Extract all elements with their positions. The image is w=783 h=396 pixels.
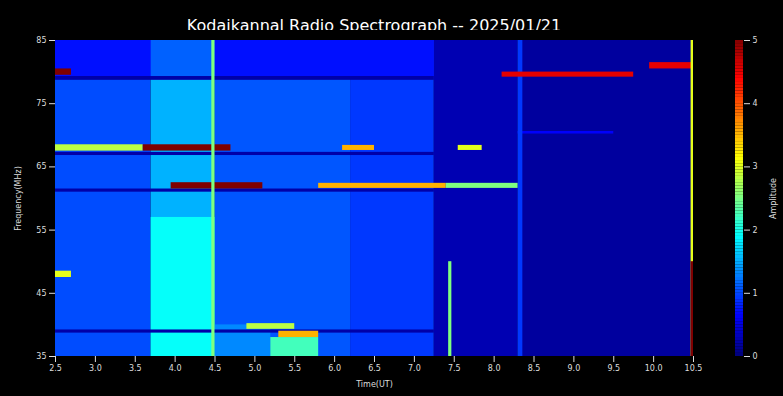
- svg-text:9.0: 9.0: [568, 364, 581, 373]
- svg-text:3: 3: [753, 162, 758, 171]
- svg-text:9.5: 9.5: [607, 364, 620, 373]
- svg-text:5: 5: [753, 36, 758, 45]
- svg-text:Time(UT): Time(UT): [355, 380, 393, 389]
- svg-text:35: 35: [36, 352, 46, 361]
- svg-text:5.5: 5.5: [288, 364, 301, 373]
- svg-text:65: 65: [36, 162, 46, 171]
- svg-text:45: 45: [36, 289, 46, 298]
- svg-text:1: 1: [753, 289, 758, 298]
- svg-text:75: 75: [36, 99, 46, 108]
- svg-text:3.0: 3.0: [89, 364, 102, 373]
- svg-text:55: 55: [36, 226, 46, 235]
- svg-text:4.0: 4.0: [169, 364, 182, 373]
- svg-text:Frequency(MHz): Frequency(MHz): [14, 166, 23, 231]
- svg-text:8.5: 8.5: [528, 364, 541, 373]
- svg-text:7.0: 7.0: [408, 364, 421, 373]
- html-text:Kodaikannal Radio Spectrograph: Kodaikannal Radio Spectrograph -- 2025/0…: [186, 16, 562, 35]
- svg-text:3.5: 3.5: [129, 364, 142, 373]
- svg-text:6.0: 6.0: [328, 364, 341, 373]
- svg-text:4: 4: [753, 99, 758, 108]
- svg-text:85: 85: [36, 36, 46, 45]
- svg-text:6.5: 6.5: [368, 364, 381, 373]
- svg-text:4.5: 4.5: [209, 364, 222, 373]
- svg-text:8.0: 8.0: [488, 364, 501, 373]
- svg-text:10.0: 10.0: [645, 364, 663, 373]
- svg-text:Amplitude: Amplitude: [769, 178, 778, 219]
- svg-text:7.5: 7.5: [448, 364, 461, 373]
- svg-text:10.5: 10.5: [685, 364, 703, 373]
- svg-text:5.0: 5.0: [249, 364, 262, 373]
- svg-text:2: 2: [753, 226, 758, 235]
- svg-text:0: 0: [753, 352, 758, 361]
- svg-text:2.5: 2.5: [49, 364, 62, 373]
